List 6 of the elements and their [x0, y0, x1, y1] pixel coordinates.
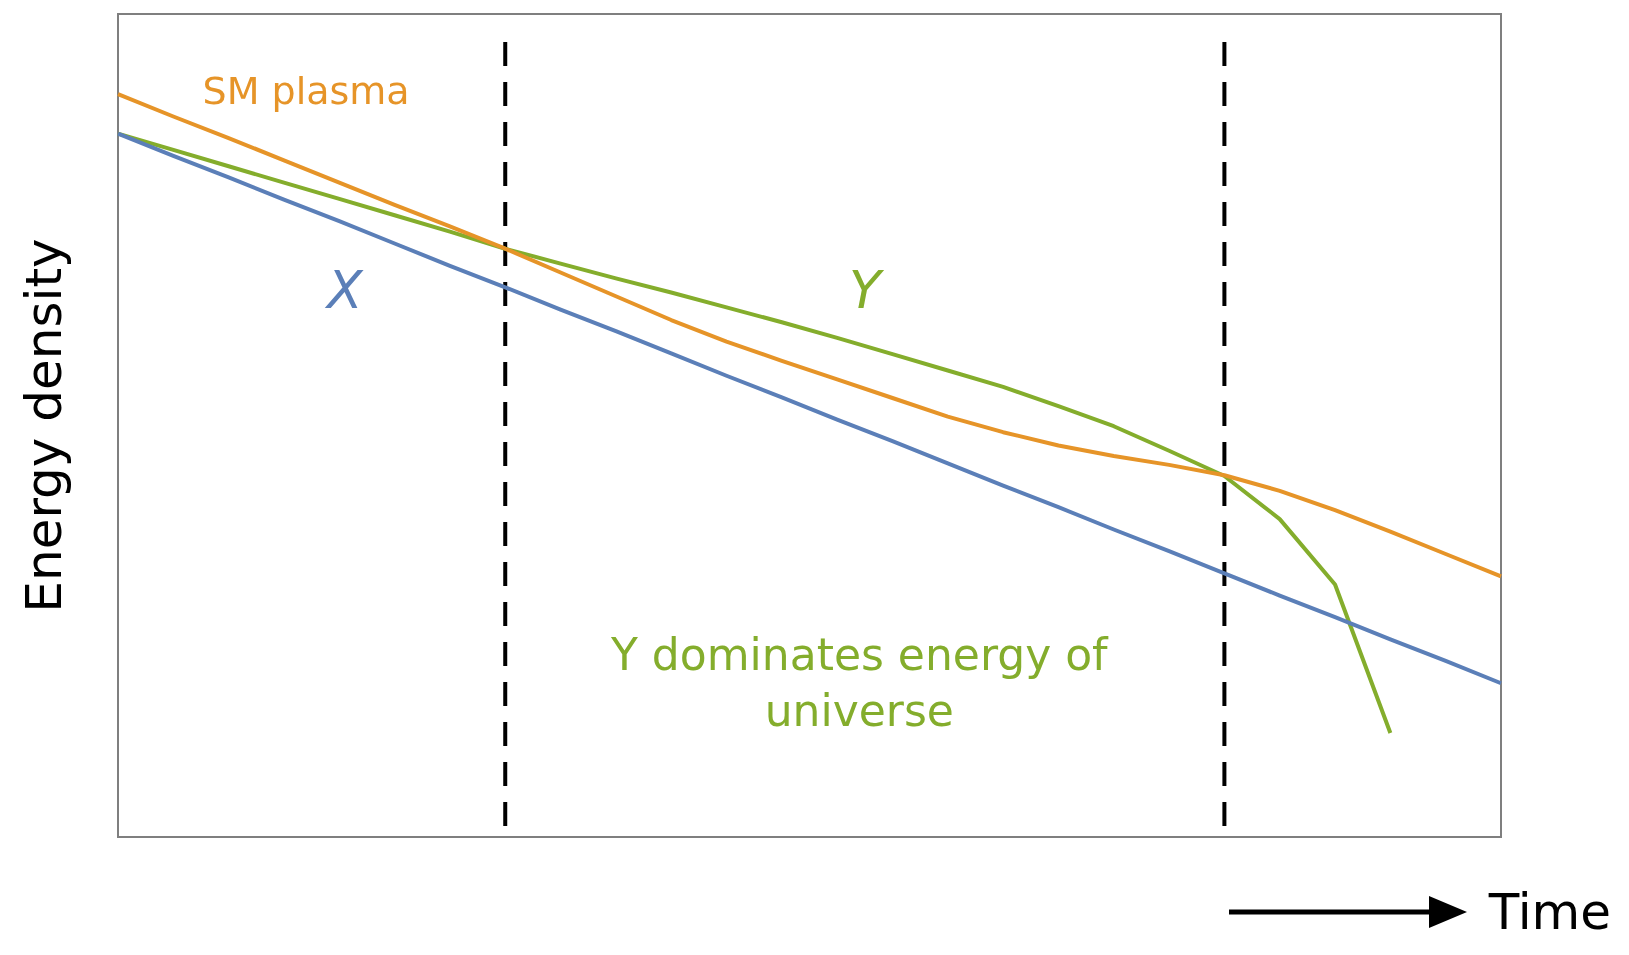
x-axis-title: Time	[1488, 883, 1611, 941]
annotation: Y dominates energy of universe	[609, 629, 1110, 737]
y-axis-title: Energy density	[14, 238, 73, 613]
series-label: X	[324, 260, 364, 321]
series-label: SM plasma	[202, 69, 410, 114]
series-label: Y	[848, 260, 885, 321]
